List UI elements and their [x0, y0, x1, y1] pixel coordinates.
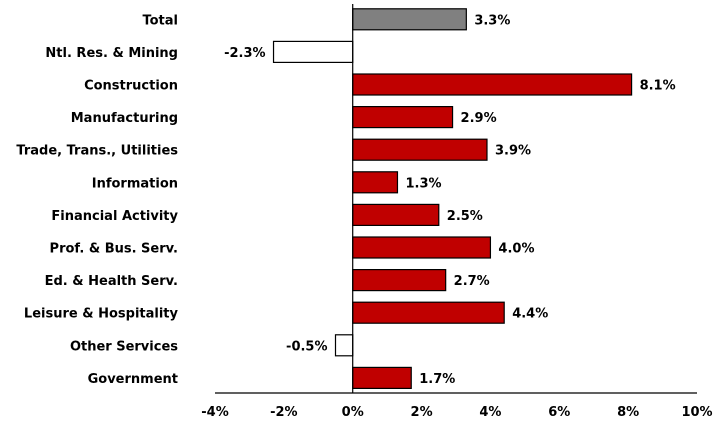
category-label-8: Ed. & Health Serv.	[45, 274, 178, 289]
bar-6	[352, 203, 440, 226]
labels-group: Total 3.3% Ntl. Res. & Mining -2.3% Construc…	[16, 13, 675, 387]
category-label-7: Prof. & Bus. Serv.	[50, 242, 178, 257]
value-label-4: 3.9%	[495, 144, 531, 159]
bar-4	[352, 138, 488, 161]
bar-8	[352, 269, 447, 292]
category-label-0: Total	[142, 13, 178, 28]
category-label-5: Information	[92, 176, 178, 191]
x-tick-label-4: 4%	[479, 405, 501, 420]
category-label-3: Manufacturing	[71, 111, 178, 126]
value-label-11: 1.7%	[419, 372, 455, 387]
value-label-0: 3.3%	[474, 13, 510, 28]
bar-3	[352, 105, 454, 129]
bar-1	[272, 40, 354, 64]
bar-5	[352, 171, 399, 194]
bar-11	[352, 366, 412, 389]
value-label-5: 1.3%	[405, 176, 441, 191]
x-tick-label-1: -2%	[270, 405, 297, 420]
x-axis: -4% -2% 0% 2% 4% 6% 8% 10%	[201, 4, 713, 420]
x-tick-label-0: -4%	[201, 405, 228, 420]
x-tick-label-3: 2%	[411, 405, 433, 420]
bar-2	[352, 73, 633, 96]
value-label-8: 2.7%	[454, 274, 490, 289]
x-tick-label-6: 8%	[617, 405, 639, 420]
category-label-1: Ntl. Res. & Mining	[45, 46, 178, 61]
bar-0	[352, 8, 467, 31]
category-label-10: Other Services	[70, 339, 178, 354]
category-label-11: Government	[88, 372, 178, 387]
category-label-4: Trade, Trans., Utilities	[16, 144, 178, 159]
value-label-7: 4.0%	[498, 242, 534, 257]
bar-9	[352, 301, 505, 324]
value-label-10: -0.5%	[286, 339, 327, 354]
x-tick-label-5: 6%	[548, 405, 570, 420]
value-label-2: 8.1%	[640, 79, 676, 94]
x-tick-label-7: 10%	[681, 405, 712, 420]
value-label-9: 4.4%	[512, 307, 548, 322]
value-label-1: -2.3%	[224, 46, 265, 61]
category-label-9: Leisure & Hospitality	[24, 307, 179, 322]
bars-group	[272, 8, 633, 389]
category-label-2: Construction	[84, 79, 178, 94]
value-label-6: 2.5%	[447, 209, 483, 224]
bar-7	[352, 236, 492, 259]
category-label-6: Financial Activity	[51, 209, 178, 224]
bar-10	[334, 334, 354, 357]
x-tick-label-2: 0%	[342, 405, 364, 420]
value-label-3: 2.9%	[461, 111, 497, 126]
